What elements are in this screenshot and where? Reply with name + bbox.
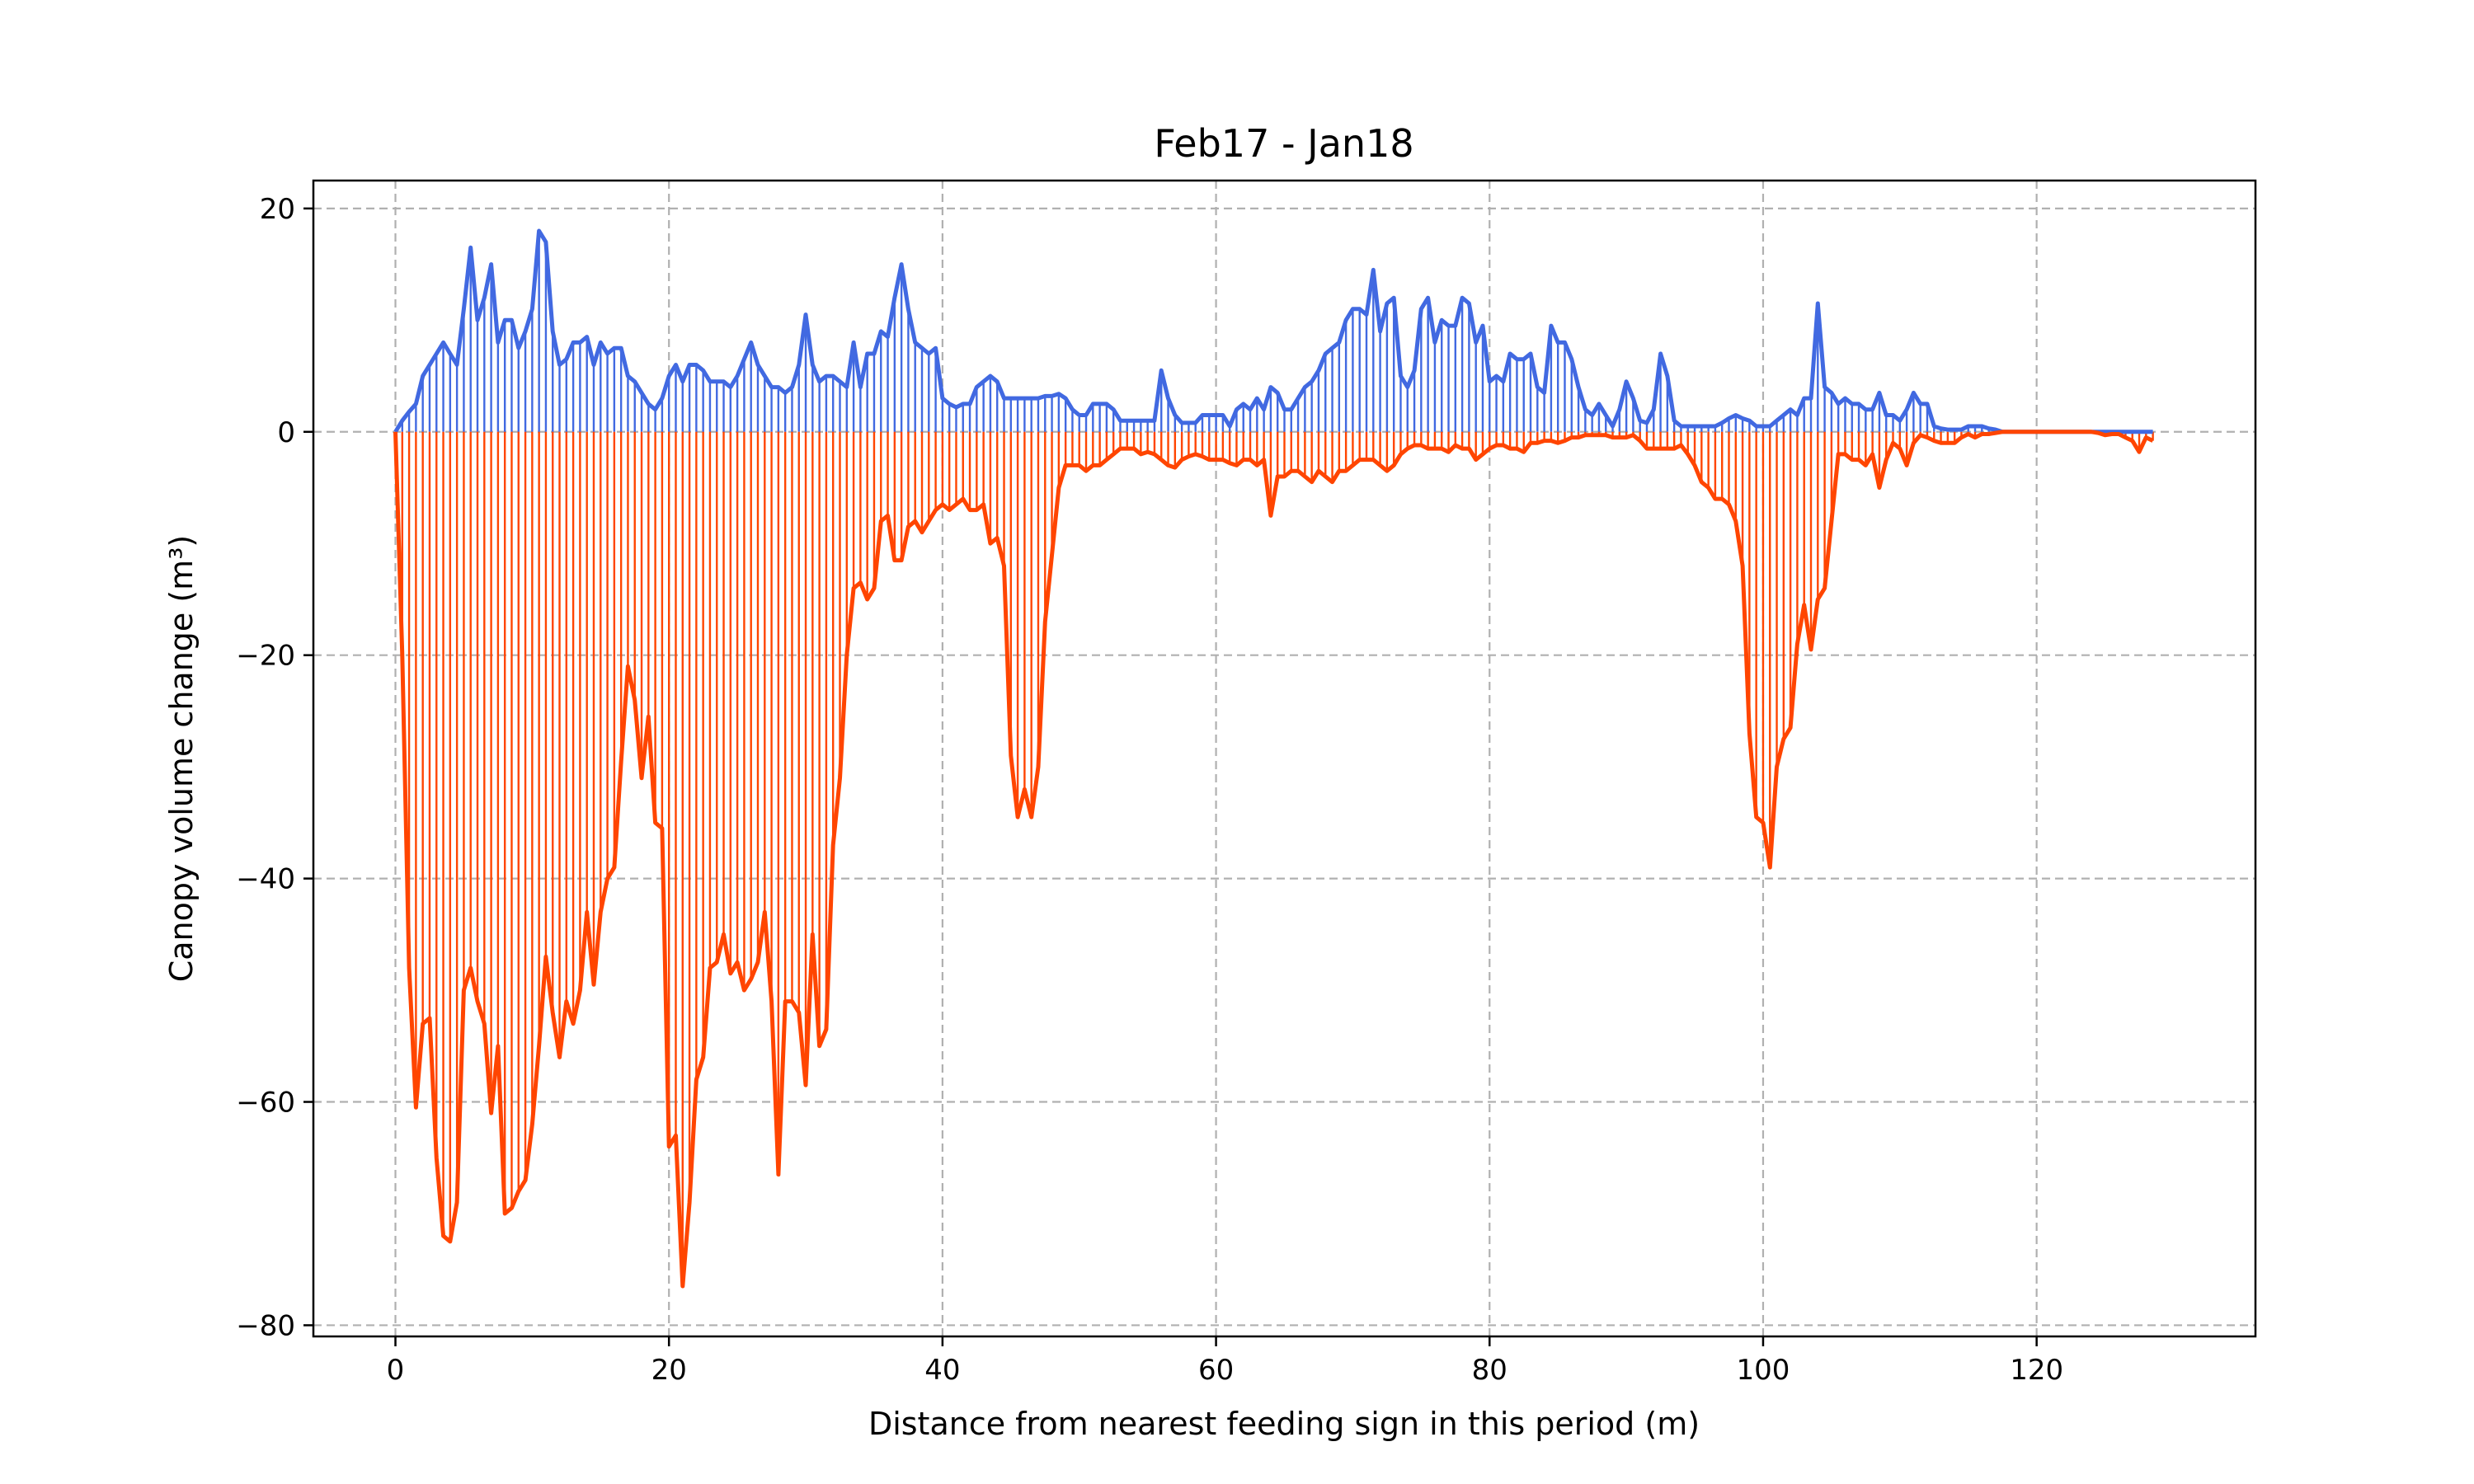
series-0-line <box>393 228 2153 434</box>
x-tick-label: 100 <box>1737 1354 1790 1387</box>
x-tick-label: 120 <box>2010 1354 2063 1387</box>
x-axis-title: Distance from nearest feeding sign in th… <box>868 1406 1700 1442</box>
y-tick-label: 0 <box>277 416 295 449</box>
chart-title: Feb17 - Jan18 <box>1154 121 1413 166</box>
y-tick-label: −80 <box>236 1309 295 1342</box>
x-tick-label: 0 <box>387 1354 405 1387</box>
x-tick-label: 80 <box>1472 1354 1507 1387</box>
stems <box>401 230 2154 1287</box>
series-lines <box>393 228 2154 1289</box>
y-tick-label: −20 <box>236 640 295 673</box>
x-tick-label: 20 <box>651 1354 687 1387</box>
x-tick-label: 40 <box>924 1354 960 1387</box>
y-tick-label: −40 <box>236 863 295 896</box>
ticks: 0 20 40 60 80 100 120 20 0 −20 −40 −60 −80 <box>236 193 2063 1387</box>
series-1-line <box>393 430 2154 1289</box>
x-tick-label: 60 <box>1198 1354 1234 1387</box>
y-axis-title: Canopy volume change (m³) <box>163 535 200 983</box>
y-tick-label: 20 <box>260 193 295 226</box>
y-tick-label: −60 <box>236 1087 295 1120</box>
plot-frame <box>312 179 2257 1338</box>
